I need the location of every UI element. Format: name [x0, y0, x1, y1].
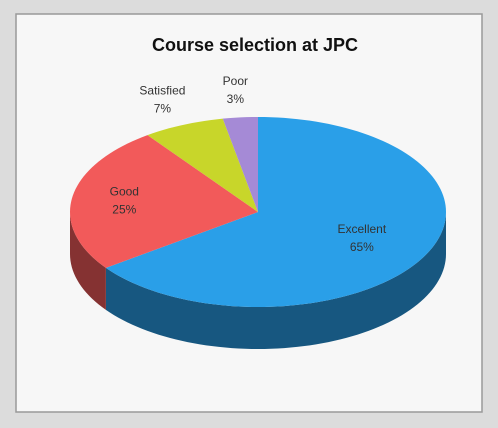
data-label-category: Excellent	[338, 222, 387, 236]
slice	[222, 117, 258, 212]
data-label-category: Satisfied	[139, 84, 185, 98]
slice-side	[105, 212, 446, 349]
data-label-value: 65%	[350, 240, 374, 254]
slice	[105, 117, 446, 307]
data-label-category: Poor	[223, 74, 248, 88]
data-label-category: Good	[110, 184, 139, 198]
slice	[70, 135, 258, 268]
data-label-value: 25%	[112, 202, 136, 216]
data-label-value: 3%	[227, 92, 245, 106]
slice	[147, 118, 258, 212]
slice-side	[70, 212, 106, 310]
chart-title: Course selection at JPC	[152, 35, 358, 55]
data-label-value: 7%	[154, 102, 172, 116]
